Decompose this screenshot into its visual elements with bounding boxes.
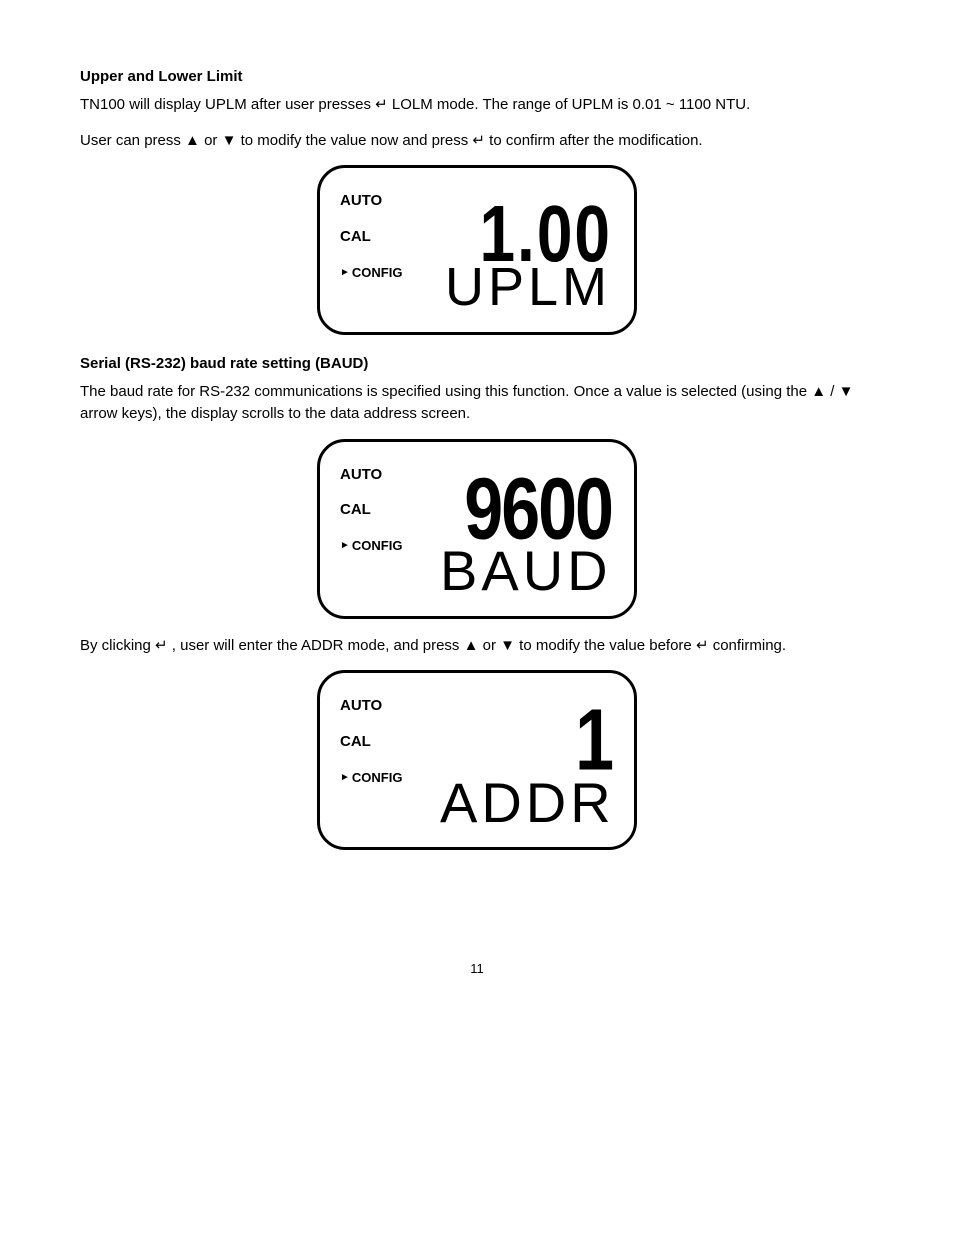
lcd-param: BAUD: [440, 530, 612, 611]
lcd-uplm: AUTO CAL ► CONFIG 1.00 UPLM: [317, 165, 637, 335]
page-content: Upper and Lower Limit TN100 will display…: [0, 0, 954, 1039]
enter-icon: ↵: [472, 132, 485, 149]
right-triangle-icon: ►: [340, 539, 350, 554]
text-segment: to confirm after the modification.: [489, 132, 702, 149]
text-segment: By clicking: [80, 637, 155, 654]
right-triangle-icon: ►: [340, 771, 350, 786]
text-segment: TN100 will display UPLM after user press…: [80, 96, 375, 113]
text-segment: , user will enter the ADDR mode, and pre…: [172, 637, 464, 654]
lcd-cal-label: CAL: [340, 226, 402, 248]
lcd-cal-label: CAL: [340, 499, 402, 521]
lcd-auto-label: AUTO: [340, 695, 402, 717]
text-segment: confirming.: [713, 637, 786, 654]
lcd-side-labels: AUTO CAL ► CONFIG: [340, 190, 402, 282]
lcd-config-label: CONFIG: [352, 264, 403, 283]
baud-para-1: The baud rate for RS-232 communications …: [80, 381, 874, 425]
right-triangle-icon: ►: [340, 266, 350, 281]
page-number: 11: [80, 960, 874, 979]
lcd-side-labels: AUTO CAL ► CONFIG: [340, 695, 402, 787]
lcd-config-label: CONFIG: [352, 769, 403, 788]
up-arrow-icon: ▲: [185, 132, 200, 149]
down-arrow-icon: ▼: [839, 383, 854, 400]
section-title-uplm: Upper and Lower Limit: [80, 66, 874, 88]
up-arrow-icon: ▲: [464, 637, 479, 654]
lcd-addr: AUTO CAL ► CONFIG 1 ADDR: [317, 670, 637, 850]
lcd-side-labels: AUTO CAL ► CONFIG: [340, 464, 402, 556]
enter-icon: ↵: [375, 96, 388, 113]
down-arrow-icon: ▼: [222, 132, 237, 149]
section-title-baud: Serial (RS-232) baud rate setting (BAUD): [80, 353, 874, 375]
uplm-para-2: User can press ▲ or ▼ to modify the valu…: [80, 130, 874, 152]
down-arrow-icon: ▼: [500, 637, 515, 654]
baud-para-2: By clicking ↵ , user will enter the ADDR…: [80, 635, 874, 657]
lcd-auto-label: AUTO: [340, 464, 402, 486]
text-segment: or: [483, 637, 501, 654]
text-segment: /: [830, 383, 834, 400]
lcd-param: ADDR: [440, 762, 615, 843]
text-segment: LOLM mode. The range of UPLM is 0.01 ~ 1…: [392, 96, 750, 113]
enter-icon: ↵: [155, 637, 168, 654]
up-arrow-icon: ▲: [811, 383, 826, 400]
lcd-baud: AUTO CAL ► CONFIG 9600 BAUD: [317, 439, 637, 619]
text-segment: or: [204, 132, 222, 149]
lcd-param: UPLM: [445, 248, 611, 326]
uplm-para-1: TN100 will display UPLM after user press…: [80, 94, 874, 116]
text-segment: arrow keys), the display scrolls to the …: [80, 405, 470, 422]
lcd-cal-label: CAL: [340, 731, 402, 753]
lcd-config-label: CONFIG: [352, 537, 403, 556]
enter-icon: ↵: [696, 637, 709, 654]
text-segment: to modify the value now and press: [241, 132, 473, 149]
lcd-config-row: ► CONFIG: [340, 264, 402, 283]
text-segment: The baud rate for RS-232 communications …: [80, 383, 811, 400]
lcd-auto-label: AUTO: [340, 190, 402, 212]
lcd-config-row: ► CONFIG: [340, 537, 402, 556]
text-segment: to modify the value before: [519, 637, 696, 654]
text-segment: User can press: [80, 132, 185, 149]
lcd-config-row: ► CONFIG: [340, 769, 402, 788]
